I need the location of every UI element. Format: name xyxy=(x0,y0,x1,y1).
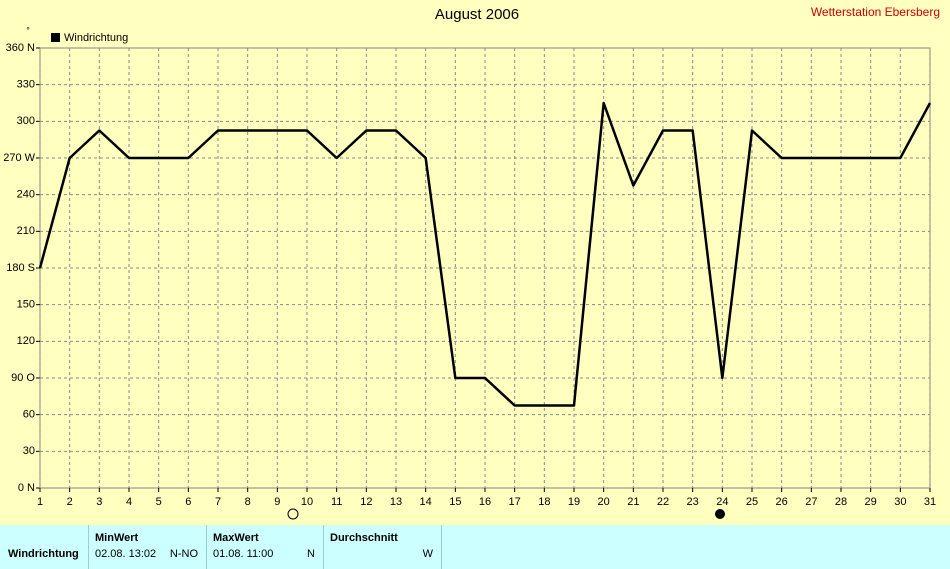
x-tick-label: 5 xyxy=(156,496,162,508)
x-tick-label: 12 xyxy=(360,496,372,508)
x-tick-label: 14 xyxy=(420,496,432,508)
x-tick-label: 24 xyxy=(716,496,728,508)
x-tick-label: 18 xyxy=(538,496,550,508)
x-tick-label: 15 xyxy=(449,496,461,508)
legend-swatch xyxy=(51,33,60,42)
x-tick-label: 10 xyxy=(301,496,313,508)
x-tick-label: 9 xyxy=(274,496,280,508)
header: Durchschnitt xyxy=(330,532,398,544)
y-tick-label: 30 xyxy=(23,445,35,457)
x-tick-label: 25 xyxy=(746,496,758,508)
row-label: Windrichtung xyxy=(8,548,79,560)
y-tick-label: 60 xyxy=(23,409,35,421)
x-tick-label: 2 xyxy=(67,496,73,508)
max-cell: MaxWert 01.08. 11:00 N xyxy=(207,525,324,569)
station-name: Wetterstation Ebersberg xyxy=(811,5,940,19)
stats-table: Windrichtung MinWert 02.08. 13:02 N-NO M… xyxy=(0,525,950,569)
x-tick-label: 31 xyxy=(924,496,936,508)
min-time: 02.08. 13:02 xyxy=(95,548,157,560)
x-tick-label: 20 xyxy=(598,496,610,508)
row-label-cell: Windrichtung xyxy=(0,525,89,569)
x-tick-label: 26 xyxy=(776,496,788,508)
moon-full xyxy=(287,508,299,520)
x-tick-label: 23 xyxy=(687,496,699,508)
max-dir: N xyxy=(307,548,315,560)
x-tick-label: 7 xyxy=(215,496,221,508)
x-tick-label: 11 xyxy=(331,496,342,508)
y-tick-label: 150 xyxy=(17,299,35,311)
header: MaxWert xyxy=(213,532,259,544)
max-time: 01.08. 11:00 xyxy=(213,548,274,560)
y-axis-label: ° xyxy=(26,25,30,35)
x-tick-label: 30 xyxy=(894,496,906,508)
chart-title: August 2006 xyxy=(435,6,519,23)
x-tick-label: 6 xyxy=(185,496,191,508)
x-tick-label: 17 xyxy=(509,496,521,508)
x-tick-label: 21 xyxy=(627,496,639,508)
y-tick-label: 330 xyxy=(17,79,35,91)
y-tick-label: 240 xyxy=(17,189,35,201)
y-tick-label: 300 xyxy=(17,115,35,127)
x-tick-label: 28 xyxy=(835,496,847,508)
x-tick-label: 1 xyxy=(37,496,43,508)
y-tick-label: 0 N xyxy=(18,482,35,494)
min-cell: MinWert 02.08. 13:02 N-NO xyxy=(89,525,207,569)
data-line xyxy=(38,101,932,407)
y-tick-label: 360 N xyxy=(6,42,35,54)
y-tick-label: 210 xyxy=(17,225,35,237)
x-tick-label: 13 xyxy=(390,496,402,508)
x-tick-label: 16 xyxy=(479,496,491,508)
x-tick-label: 27 xyxy=(805,496,817,508)
x-tick-label: 8 xyxy=(245,496,251,508)
avg-cell: Durchschnitt W xyxy=(324,525,442,569)
x-tick-label: 29 xyxy=(865,496,877,508)
x-tick-label: 4 xyxy=(126,496,132,508)
y-tick-label: 270 W xyxy=(3,152,35,164)
header: MinWert xyxy=(95,532,139,544)
moon-new xyxy=(715,509,725,519)
legend-label: Windrichtung xyxy=(64,32,128,44)
y-tick-label: 180 S xyxy=(6,262,35,274)
y-tick-label: 90 O xyxy=(11,372,35,384)
y-tick-label: 120 xyxy=(17,335,35,347)
x-tick-label: 19 xyxy=(568,496,580,508)
avg-dir: W xyxy=(422,548,433,560)
x-tick-label: 22 xyxy=(657,496,669,508)
x-tick-label: 3 xyxy=(96,496,102,508)
min-dir: N-NO xyxy=(169,548,198,560)
chart: August 2006 Wetterstation Ebersberg ° 0 … xyxy=(3,5,940,520)
